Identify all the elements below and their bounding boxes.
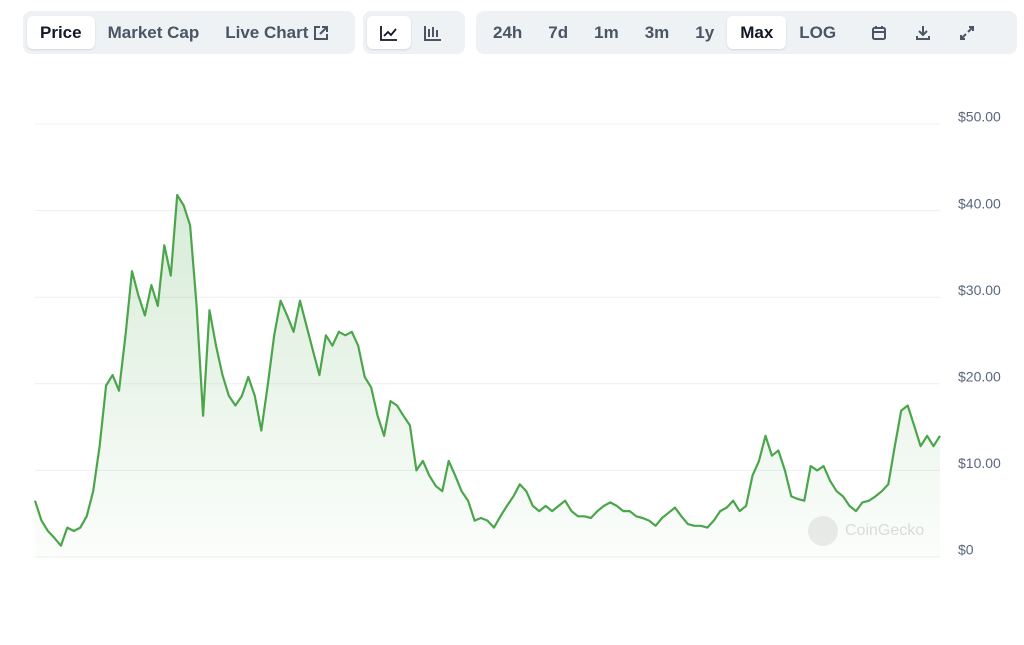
tab-label: Live Chart: [225, 22, 309, 42]
tab[interactable]: Market Cap: [107, 22, 200, 42]
download-icon: [916, 25, 931, 40]
candle-icon: [424, 25, 441, 41]
line-style-button[interactable]: [367, 16, 411, 49]
range-tab[interactable]: 1m: [594, 22, 619, 42]
external-icon: [314, 25, 329, 40]
download-button[interactable]: [901, 16, 945, 49]
range-tab[interactable]: 24h: [493, 22, 523, 42]
tab[interactable]: Price: [27, 16, 95, 49]
tab[interactable]: Live Chart: [212, 16, 342, 49]
range-tab[interactable]: Max: [727, 16, 787, 49]
line-icon: [380, 25, 397, 41]
range-tabs: 24h 7d 1m 3m 1y Max LOG: [476, 11, 1017, 54]
range-tab[interactable]: 7d: [548, 22, 569, 42]
watermark-text: CoinGecko: [845, 522, 924, 539]
calendar-button[interactable]: [857, 16, 901, 49]
range-tab[interactable]: LOG: [799, 22, 837, 42]
range-tab[interactable]: 1y: [695, 22, 715, 42]
area: [35, 195, 940, 557]
expand-icon: [960, 25, 975, 40]
view-tabs: Price Market Cap Live Chart: [23, 11, 355, 54]
candle-style-button[interactable]: [411, 16, 455, 49]
chart-style: [363, 11, 465, 54]
watermark-logo: [808, 516, 838, 546]
y-tick-label: $50.00: [958, 109, 1001, 125]
watermark: CoinGecko: [808, 516, 924, 546]
y-tick-label: $0: [958, 542, 974, 558]
range-tab[interactable]: 3m: [644, 22, 670, 42]
y-tick-label: $20.00: [958, 369, 1001, 385]
y-tick-label: $40.00: [958, 195, 1001, 211]
y-tick-label: $30.00: [958, 282, 1001, 298]
fullscreen-button[interactable]: [945, 16, 989, 49]
price-line: [33, 193, 941, 547]
y-tick-label: $10.00: [958, 455, 1001, 471]
calendar-icon: [872, 25, 887, 40]
